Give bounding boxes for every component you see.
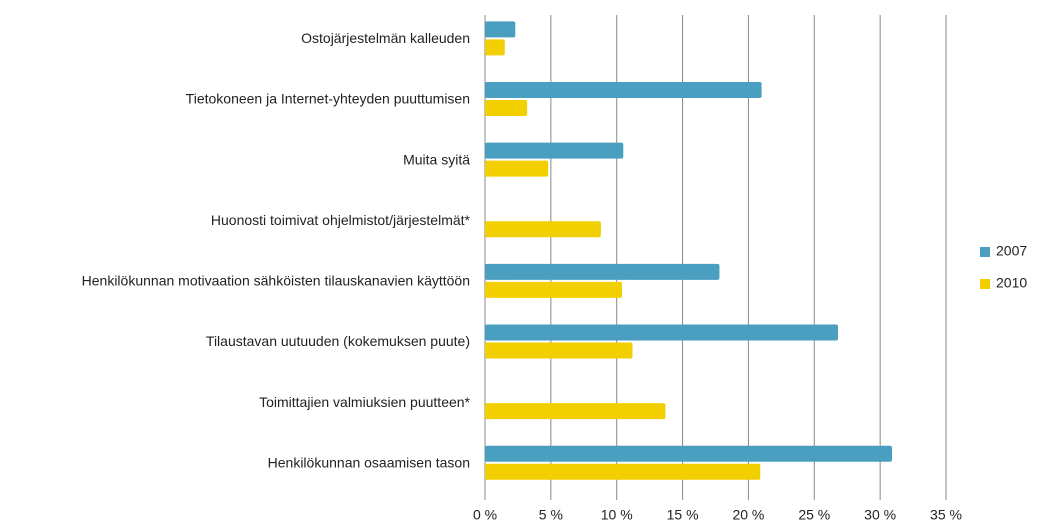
x-tick-label: 35 % <box>930 507 962 520</box>
y-tick-label: Tietokoneen ja Internet-yhteyden puuttum… <box>186 91 470 107</box>
bar <box>485 324 838 341</box>
x-tick-label: 5 % <box>539 507 563 520</box>
y-tick-label: Tilaustavan uutuuden (kokemuksen puute) <box>206 333 470 349</box>
x-tick-label: 25 % <box>798 507 830 520</box>
y-tick-label: Henkilökunnan osaamisen tason <box>268 454 470 470</box>
y-tick-label: Huonosti toimivat ohjelmistot/järjestelm… <box>211 212 471 228</box>
x-tick-label: 0 % <box>473 507 497 520</box>
bar <box>485 21 516 38</box>
legend-swatch <box>980 279 990 289</box>
bar <box>485 160 549 177</box>
bar <box>485 221 601 238</box>
legend-swatch <box>980 247 990 257</box>
x-tick-label: 10 % <box>601 507 633 520</box>
x-tick-label: 30 % <box>864 507 896 520</box>
bar <box>485 39 505 56</box>
bar <box>485 403 666 420</box>
bar <box>485 99 528 116</box>
y-tick-label: Muita syitä <box>403 151 470 167</box>
bar <box>485 142 624 159</box>
bar <box>485 263 720 280</box>
legend-label: 2007 <box>996 243 1027 259</box>
y-tick-label: Henkilökunnan motivaation sähköisten til… <box>82 273 470 289</box>
bar <box>485 281 622 298</box>
legend-label: 2010 <box>996 275 1027 291</box>
y-tick-label: Ostojärjestelmän kalleuden <box>301 30 470 46</box>
x-tick-label: 20 % <box>732 507 764 520</box>
bar <box>485 81 762 98</box>
bar <box>485 445 892 462</box>
y-tick-label: Toimittajien valmiuksien puutteen* <box>259 394 470 410</box>
bar <box>485 463 761 480</box>
x-tick-label: 15 % <box>667 507 699 520</box>
bar <box>485 342 633 359</box>
